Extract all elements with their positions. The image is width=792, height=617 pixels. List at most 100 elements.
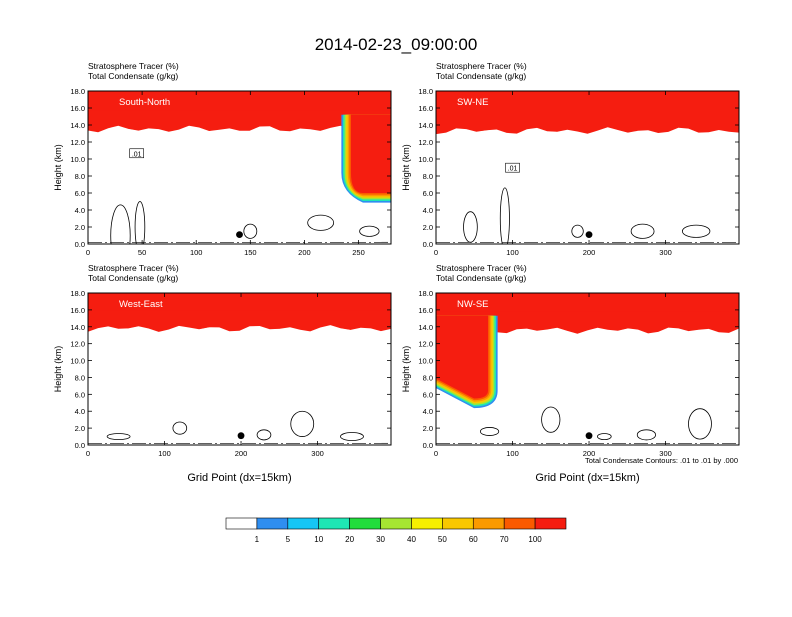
panel-title-line: Total Condensate (g/kg) [436, 71, 526, 81]
condensate-contour [541, 406, 561, 433]
location-marker [585, 231, 593, 239]
figure-title: 2014-02-23_09:00:00 [315, 35, 478, 54]
y-tick-label: 2.0 [423, 223, 433, 232]
panel-label: West-East [119, 299, 163, 310]
panel-title-line: Stratosphere Tracer (%) [436, 263, 527, 273]
panel-label: South-North [119, 97, 170, 108]
plot-area: .01 [436, 91, 739, 244]
x-tick-label: 0 [86, 449, 90, 458]
colorbar-swatch [256, 517, 289, 530]
condensate-contour [290, 410, 315, 437]
y-tick-label: 18.0 [70, 289, 85, 298]
x-tick-label: 0 [434, 449, 438, 458]
x-tick-label: 0 [86, 248, 90, 257]
intrusion-core [350, 114, 391, 193]
condensate-contour [499, 187, 510, 244]
x-tick-label: 100 [506, 248, 519, 257]
plot-area [88, 293, 391, 445]
x-tick-label: 200 [583, 248, 596, 257]
condensate-contour [243, 223, 258, 239]
panel-1: .01 0.0 2.0 4.0 6.0 8.0 10.0 12.0 14.0 16.0 18.0 0 5… [53, 61, 392, 257]
x-axis-label: Grid Point (dx=15km) [535, 472, 639, 484]
colorbar-label: 20 [345, 535, 354, 544]
panel-2: .01 0.0 2.0 4.0 6.0 8.0 10.0 12.0 14.0 16.0 18.0 0 1… [401, 61, 740, 257]
y-tick-label: 14.0 [418, 121, 433, 130]
condensate-contour [134, 201, 146, 244]
x-tick-label: 300 [659, 248, 672, 257]
y-tick-label: 14.0 [70, 323, 85, 332]
location-marker [237, 432, 245, 440]
tracer-core [88, 91, 391, 111]
tracer-core [88, 293, 391, 311]
y-tick-label: 6.0 [75, 390, 85, 399]
y-tick-label: 12.0 [418, 138, 433, 147]
panels: .01 0.0 2.0 4.0 6.0 8.0 10.0 12.0 14.0 16.0 18.0 0 5… [53, 61, 740, 484]
y-tick-label: 0.0 [75, 240, 85, 249]
colorbar-label: 100 [528, 535, 542, 544]
y-tick-label: 12.0 [70, 340, 85, 349]
colorbar-swatch [472, 517, 505, 530]
x-tick-label: 200 [583, 449, 596, 458]
plot-frame [87, 90, 392, 245]
colorbar-label: 50 [438, 535, 447, 544]
y-tick-label: 8.0 [75, 373, 85, 382]
x-axis-label: Grid Point (dx=15km) [187, 472, 291, 484]
y-tick-label: 0.0 [423, 441, 433, 450]
y-tick-label: 4.0 [423, 407, 433, 416]
y-tick-label: 8.0 [423, 373, 433, 382]
colorbar: 1 5 10 20 30 40 50 60 70 100 [225, 517, 567, 544]
colorbar-label: 40 [407, 535, 416, 544]
y-tick-label: 10.0 [70, 357, 85, 366]
y-tick-label: 0.0 [75, 441, 85, 450]
panel-label: SW-NE [457, 97, 489, 108]
y-tick-label: 8.0 [75, 172, 85, 181]
colorbar-swatch [503, 517, 536, 530]
condensate-contour [359, 225, 380, 237]
y-tick-label: 6.0 [423, 189, 433, 198]
y-tick-label: 0.0 [423, 240, 433, 249]
colorbar-swatch [318, 517, 350, 530]
y-axis-label: Height (km) [53, 346, 63, 393]
condensate-contour [636, 429, 656, 441]
y-tick-label: 2.0 [423, 424, 433, 433]
x-tick-label: 200 [235, 449, 248, 458]
y-tick-label: 18.0 [418, 87, 433, 96]
y-tick-label: 14.0 [70, 121, 85, 130]
panel-title-line: Total Condensate (g/kg) [436, 273, 526, 283]
y-tick-label: 2.0 [75, 223, 85, 232]
condensate-contour [688, 408, 712, 440]
y-tick-label: 16.0 [418, 104, 433, 113]
panel-title-line: Stratosphere Tracer (%) [436, 61, 527, 71]
condensate-contour [307, 214, 335, 231]
y-tick-label: 18.0 [418, 289, 433, 298]
colorbar-swatch [442, 517, 474, 530]
condensate-contour [172, 421, 188, 435]
y-axis-label: Height (km) [401, 346, 411, 393]
colorbar-swatch [534, 517, 567, 530]
x-tick-label: 150 [244, 248, 257, 257]
colorbar-label: 1 [255, 535, 260, 544]
colorbar-swatch [380, 517, 412, 530]
contour-label-box [129, 148, 144, 159]
condensate-contour [106, 433, 131, 440]
condensate-contour [110, 204, 131, 244]
x-tick-label: 100 [506, 449, 519, 458]
y-tick-label: 18.0 [70, 87, 85, 96]
plot-frame [435, 90, 740, 245]
panel-label: NW-SE [457, 299, 489, 310]
x-tick-label: 300 [311, 449, 324, 458]
x-tick-label: 100 [190, 248, 203, 257]
condensate-contour [340, 432, 364, 442]
location-marker [585, 432, 593, 440]
colorbar-swatch [225, 517, 258, 530]
location-marker [236, 231, 243, 239]
x-tick-label: 300 [659, 449, 672, 458]
y-tick-label: 6.0 [75, 189, 85, 198]
contour-label: .01 [132, 151, 142, 158]
y-tick-label: 4.0 [75, 407, 85, 416]
x-tick-label: 0 [434, 248, 438, 257]
y-tick-label: 10.0 [418, 357, 433, 366]
y-tick-label: 16.0 [70, 104, 85, 113]
y-tick-label: 4.0 [423, 206, 433, 215]
